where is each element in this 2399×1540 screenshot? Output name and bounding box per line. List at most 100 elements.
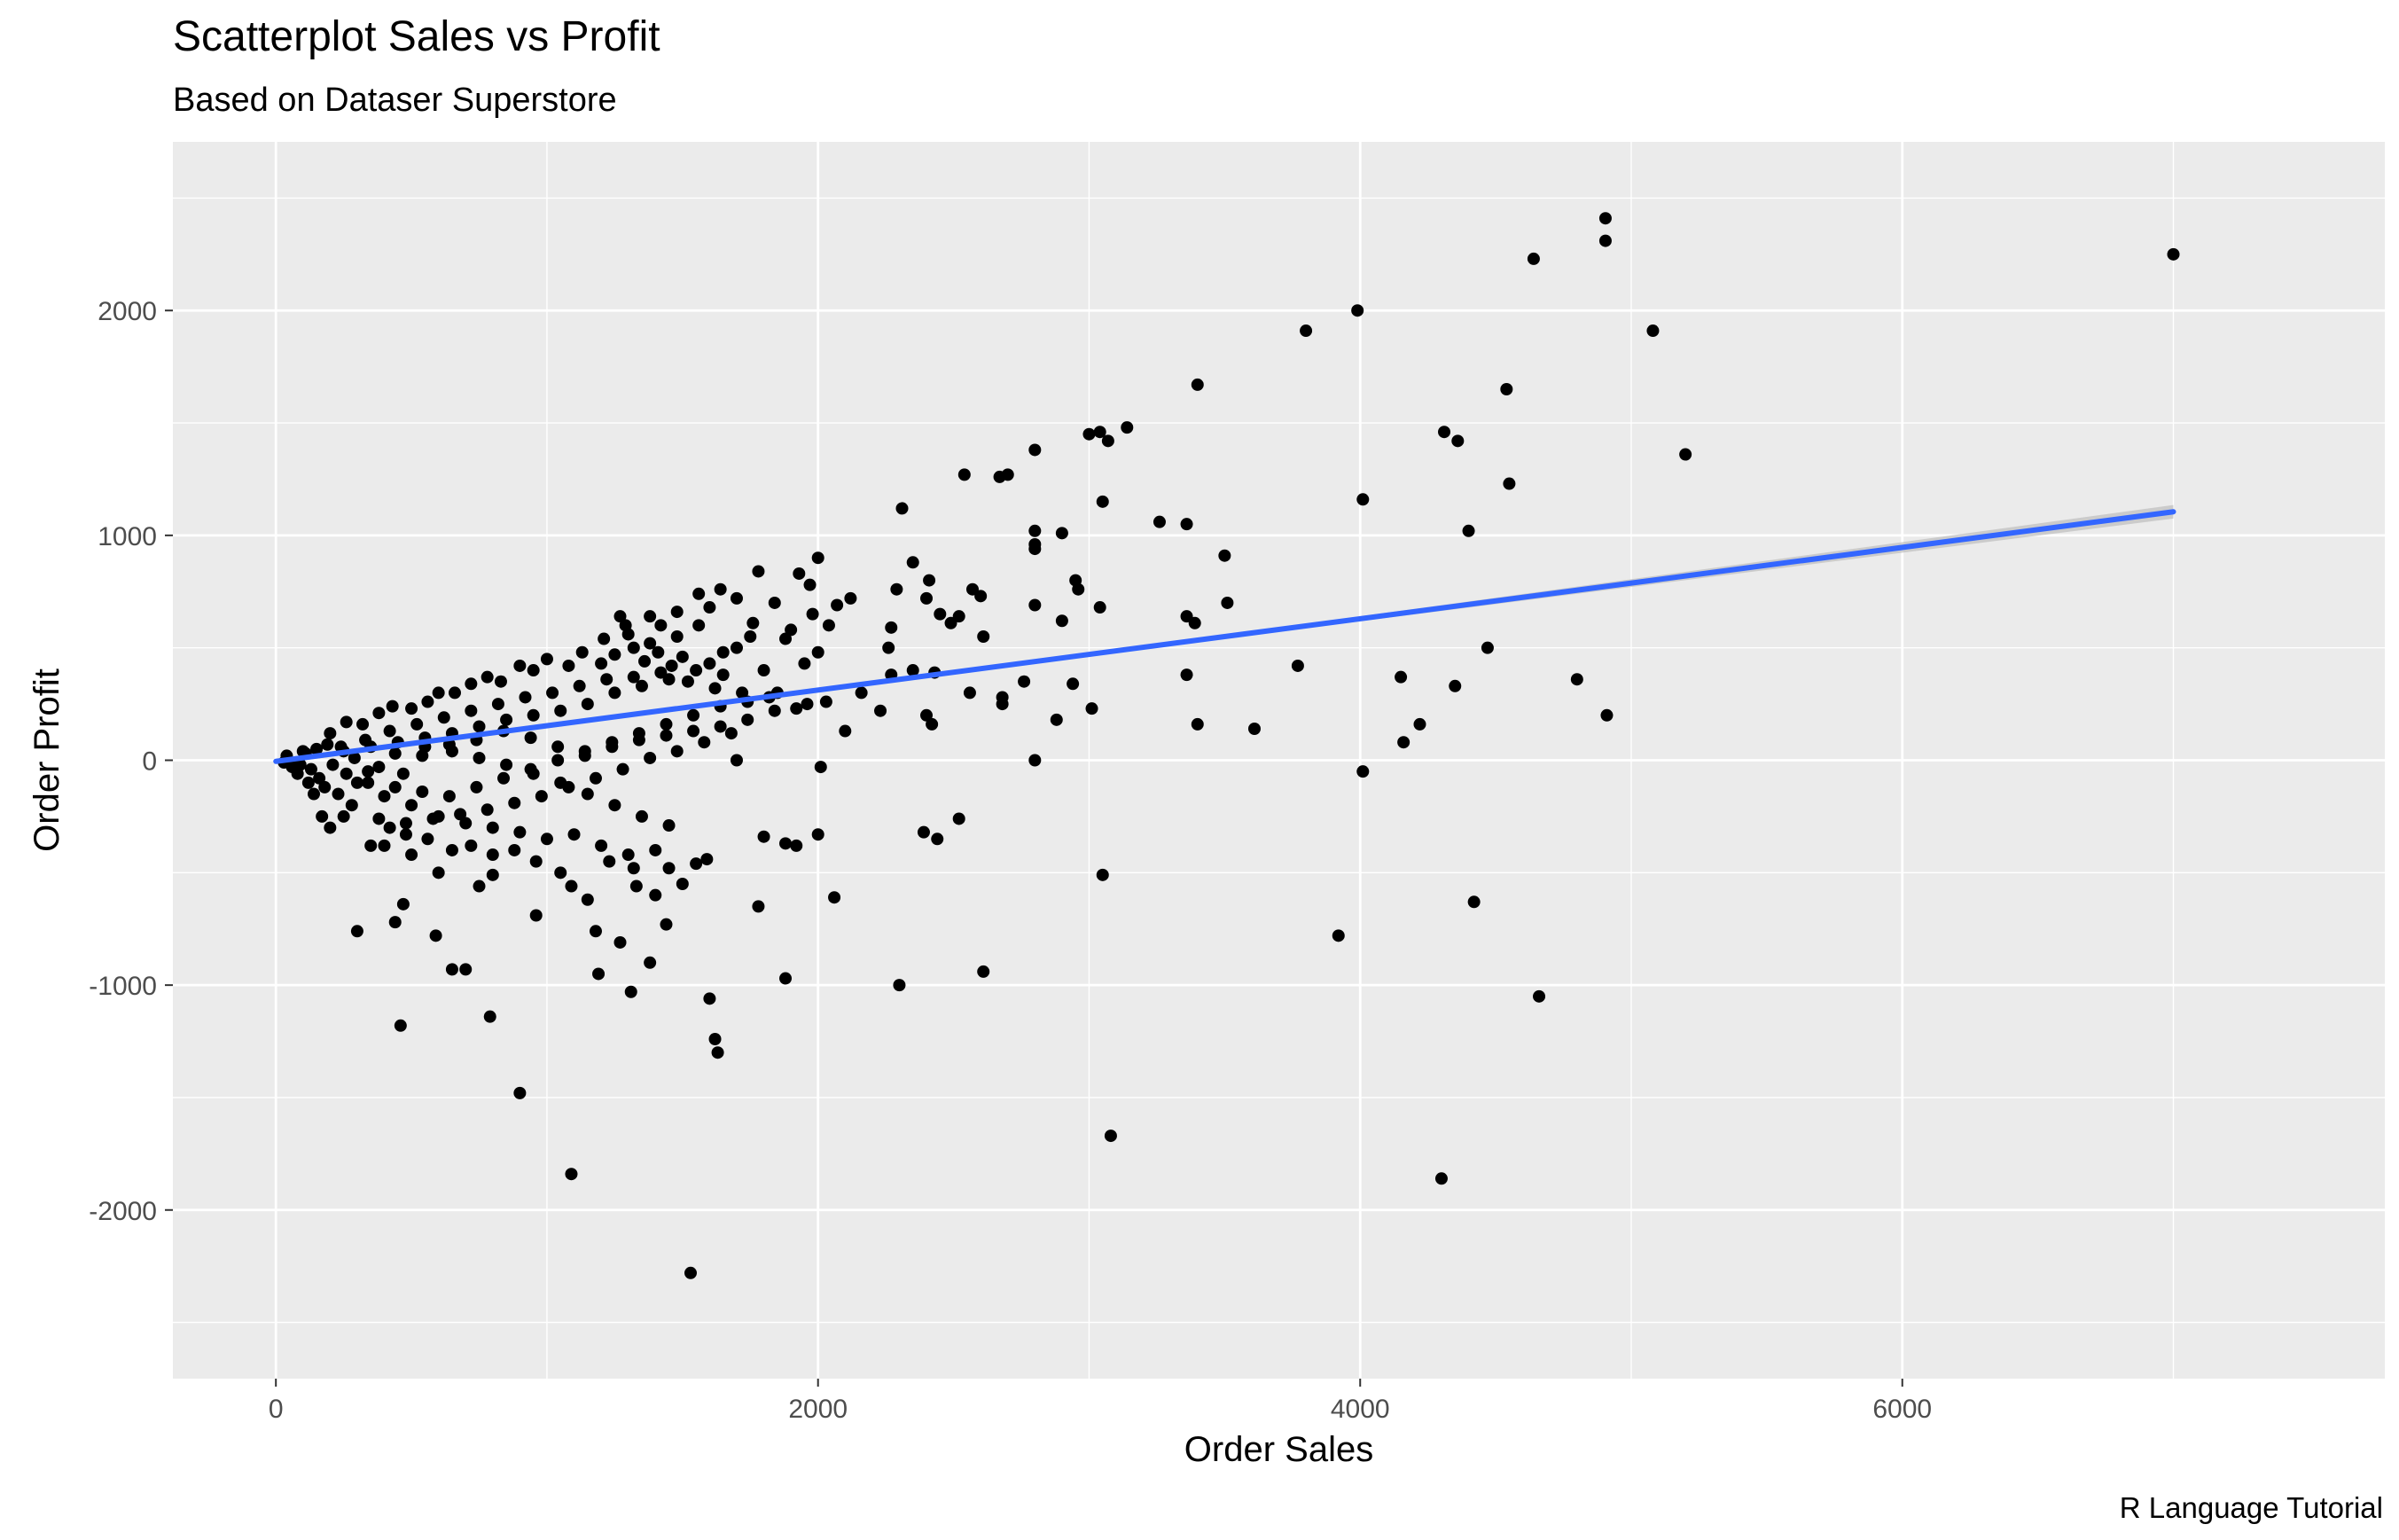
data-point [416, 786, 429, 799]
data-point [977, 630, 990, 643]
data-point [906, 664, 919, 677]
data-point [356, 717, 370, 731]
data-point [473, 751, 486, 764]
data-point [1351, 304, 1364, 317]
data-point [465, 839, 478, 852]
data-point [326, 758, 340, 771]
data-point [513, 1086, 527, 1099]
data-point [383, 821, 396, 834]
data-point [459, 963, 473, 976]
data-point [1356, 765, 1370, 778]
data-point [662, 819, 676, 833]
data-point [470, 780, 483, 793]
data-point [644, 610, 657, 623]
y-tick-label: 0 [142, 747, 157, 777]
data-point [388, 747, 402, 760]
data-point [551, 740, 565, 754]
data-point [644, 956, 657, 969]
data-point [603, 855, 616, 868]
data-point [844, 591, 857, 605]
data-point [670, 606, 684, 619]
trend-line-path [273, 509, 2176, 764]
data-point [806, 607, 819, 621]
data-point [811, 645, 824, 659]
data-point [581, 787, 594, 801]
data-point [974, 590, 988, 603]
data-point [340, 715, 353, 729]
data-point [917, 825, 930, 839]
data-point [1085, 702, 1098, 715]
data-point [497, 771, 511, 785]
data-point [920, 591, 934, 605]
data-point [1101, 434, 1114, 448]
data-point [359, 733, 372, 747]
data-point [1646, 324, 1660, 338]
data-point [708, 682, 722, 695]
data-point [304, 762, 317, 776]
data-point [703, 657, 716, 670]
data-point [313, 771, 326, 785]
data-point [316, 809, 329, 823]
data-point [301, 776, 315, 789]
data-point [920, 708, 934, 722]
data-point [662, 862, 676, 875]
data-point [714, 582, 727, 596]
grid-lines [173, 142, 2385, 1379]
data-point [1104, 1130, 1117, 1143]
data-point [965, 582, 979, 596]
data-point [654, 619, 668, 632]
data-point [736, 686, 749, 700]
data-point [448, 686, 461, 700]
data-point [465, 704, 478, 717]
data-point [378, 790, 391, 803]
data-point [372, 812, 386, 825]
data-point [1018, 675, 1031, 688]
data-point [716, 668, 730, 682]
data-point [581, 893, 594, 906]
data-point [405, 799, 418, 812]
data-point [635, 679, 648, 692]
data-point [708, 1033, 722, 1046]
data-point [649, 888, 662, 902]
data-point [1188, 616, 1201, 629]
data-point [554, 704, 567, 717]
data-point [386, 700, 399, 713]
data-point [426, 812, 440, 825]
data-point [437, 711, 450, 724]
data-point [711, 1046, 724, 1059]
y-axis-title: Order Profit [27, 668, 66, 852]
data-point [494, 675, 507, 688]
data-point [364, 839, 378, 852]
data-point [768, 596, 781, 609]
data-point [396, 897, 410, 911]
data-point [926, 717, 939, 731]
data-point [483, 1010, 496, 1023]
data-point [882, 641, 895, 654]
data-point [465, 677, 478, 691]
data-point [454, 808, 467, 821]
data-point [793, 567, 806, 580]
data-point [977, 965, 990, 978]
data-point [1397, 736, 1410, 749]
data-point [684, 1266, 698, 1279]
data-point [589, 925, 602, 938]
data-point [399, 817, 412, 830]
data-point [957, 468, 971, 481]
data-point [445, 843, 458, 856]
x-tick-label: 2000 [788, 1395, 848, 1424]
data-point [952, 812, 965, 825]
data-point [613, 935, 627, 949]
data-point [608, 799, 621, 812]
data-point [1050, 713, 1063, 726]
data-point [565, 879, 578, 893]
data-point [508, 843, 521, 856]
data-point [785, 623, 798, 637]
data-point [819, 695, 832, 708]
data-point [662, 673, 676, 686]
data-point [632, 733, 645, 747]
data-point [1527, 252, 1540, 265]
data-point [405, 848, 418, 862]
data-point [324, 821, 337, 834]
data-point [644, 637, 657, 650]
data-point [670, 630, 684, 643]
